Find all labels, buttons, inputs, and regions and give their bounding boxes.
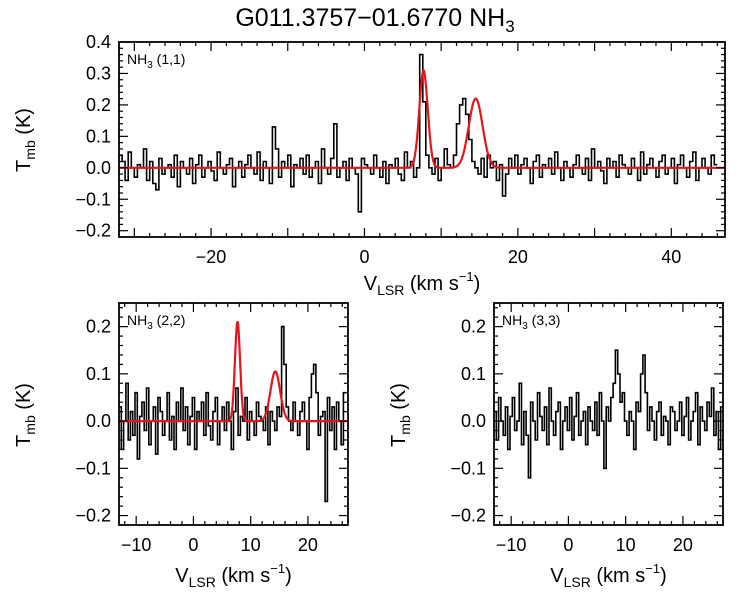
y-tick-label: 0.3 (86, 63, 111, 83)
y-tick-label: 0.1 (461, 364, 486, 384)
y-axis-label: Tmb (K) (13, 383, 38, 447)
y-tick-label: 0.2 (86, 95, 111, 115)
y-tick-label: 0.0 (86, 411, 111, 431)
y-tick-label: −0.2 (75, 221, 111, 241)
y-tick-label: 0.1 (86, 126, 111, 146)
x-tick-label: 10 (616, 535, 636, 555)
fit-line (119, 69, 725, 169)
spectrum-line (119, 325, 346, 503)
chart-title: G011.3757−01.6770 NH3 (0, 4, 750, 37)
y-tick-label: 0.2 (461, 317, 486, 337)
panel-3: 0.2 0.1 0.0 −0.1 −0.2 −10 0 10 20 NH3 (3,3) VLSR (… (388, 302, 724, 590)
y-axis-label: Tmb (K) (13, 108, 38, 172)
panel-label: NH3 (1,1) (127, 51, 185, 71)
x-axis-label: VLSR (km s−1) (175, 561, 292, 590)
spectrum-line (119, 53, 718, 213)
chart-title-subscript: 3 (505, 17, 515, 36)
y-axis-label: Tmb (K) (388, 383, 413, 447)
x-tick-label: 0 (188, 535, 198, 555)
x-tick-label: −10 (121, 535, 152, 555)
fit-line (119, 321, 348, 423)
y-tick-label: −0.1 (450, 458, 486, 478)
x-tick-label: 0 (359, 247, 369, 267)
y-tick-label: 0.0 (86, 158, 111, 178)
y-tick-label: −0.1 (75, 458, 111, 478)
chart-title-main: G011.3757−01.6770 NH (235, 4, 506, 32)
x-tick-label: 20 (298, 535, 318, 555)
x-tick-label: −10 (496, 535, 527, 555)
y-tick-label: 0.0 (461, 411, 486, 431)
y-tick-label: −0.1 (75, 189, 111, 209)
y-tick-label: −0.2 (450, 506, 486, 526)
x-axis-label: VLSR (km s−1) (364, 269, 481, 298)
x-tick-label: 0 (563, 535, 573, 555)
x-tick-label: 20 (673, 535, 693, 555)
x-axis-label: VLSR (km s−1) (550, 561, 667, 590)
x-tick-label: 40 (661, 247, 681, 267)
y-tick-label: −0.2 (75, 506, 111, 526)
y-tick-label: 0.4 (86, 32, 111, 52)
spectrum-line (494, 349, 723, 479)
panel-label: NH3 (2,2) (127, 312, 185, 332)
x-tick-label: −20 (196, 247, 227, 267)
y-tick-label: 0.2 (86, 317, 111, 337)
panel-1: 0.4 0.3 0.2 0.1 0.0 −0.1 −0.2 −20 0 20 40 NH3 (1,1)… (13, 32, 726, 298)
plot-frame (118, 302, 349, 526)
x-tick-label: 10 (241, 535, 261, 555)
y-tick-label: 0.1 (86, 364, 111, 384)
x-tick-label: 20 (508, 247, 528, 267)
panel-label: NH3 (3,3) (502, 312, 560, 332)
plot-frame (118, 41, 726, 238)
plot-frame (493, 302, 724, 526)
panel-2: 0.2 0.1 0.0 −0.1 −0.2 −10 0 10 20 NH3 (2,2) VLSR (… (13, 302, 349, 590)
